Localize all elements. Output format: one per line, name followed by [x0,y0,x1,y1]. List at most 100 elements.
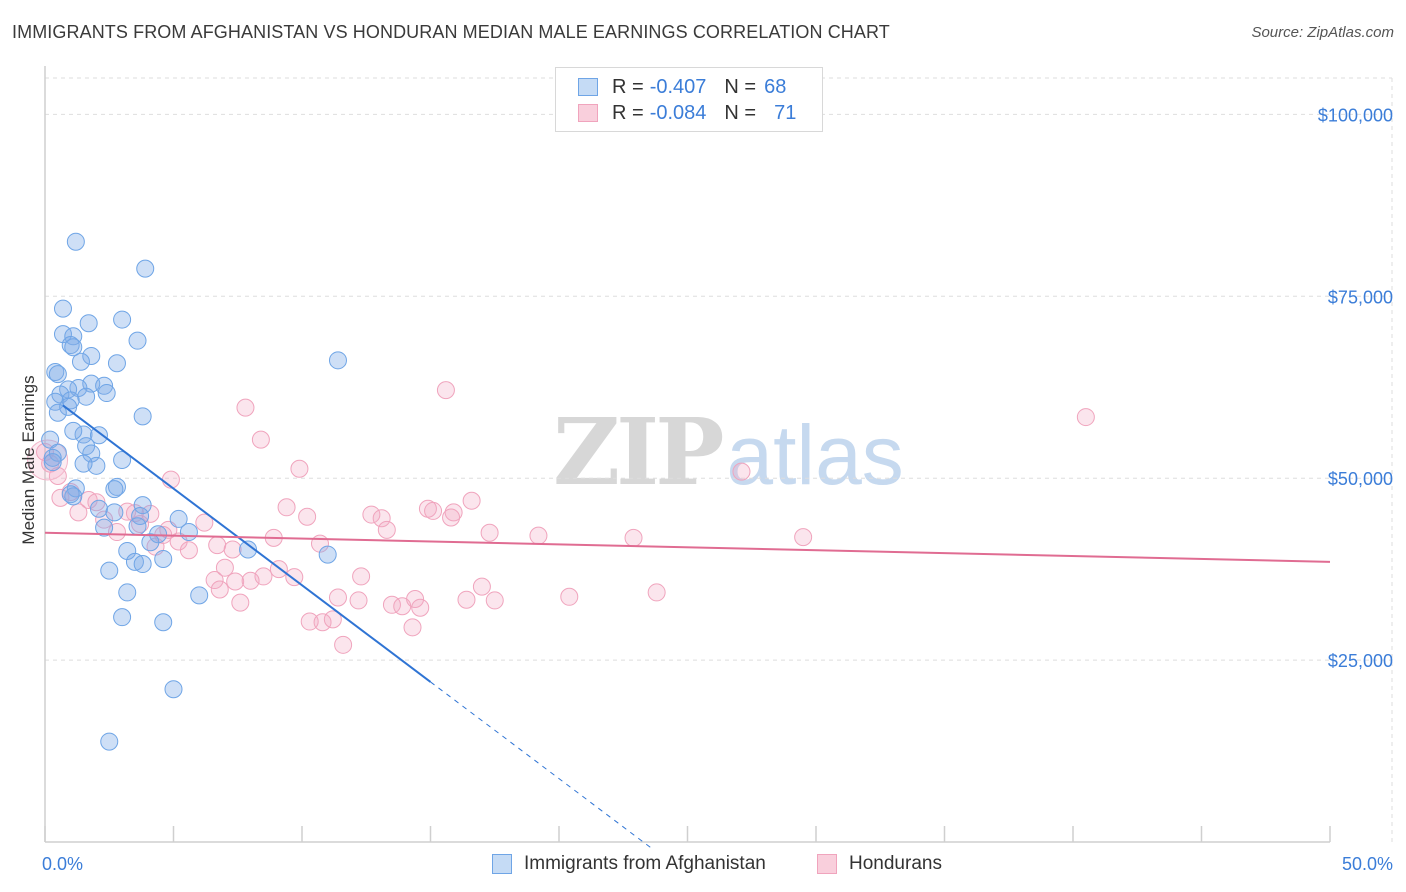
tick-labels: $25,000 $50,000 $75,000 $100,000 0.0% 50.0% Me… [19,105,1393,874]
data-point-afghanistan [133,407,152,426]
data-point-hondurans [436,381,455,400]
data-point-hondurans [69,503,88,522]
data-point-hondurans [179,541,198,560]
data-point-hondurans [560,587,579,606]
data-point-hondurans [254,567,273,586]
data-point-hondurans [624,528,643,547]
data-point-hondurans [349,591,368,610]
data-point-hondurans [377,520,396,539]
data-point-hondurans [794,528,813,547]
data-point-hondurans [472,577,491,596]
data-point-hondurans [480,523,499,542]
legend-n-value: 68 [764,75,787,98]
data-point-hondurans [485,591,504,610]
data-point-hondurans [442,508,461,527]
legend-r-value: -0.407 [649,75,707,98]
data-point-afghanistan [79,314,98,333]
data-point-afghanistan [105,480,124,499]
data-point-hondurans [462,491,481,510]
data-point-hondurans [647,583,666,602]
watermark: ZIPatlas [553,398,904,506]
data-point-afghanistan [61,485,80,504]
data-point-hondurans [732,462,751,481]
data-point-hondurans [328,588,347,607]
data-point-afghanistan [43,453,62,472]
data-point-hondurans [529,526,548,545]
data-point-afghanistan [133,496,152,515]
trend-line-hondurans [44,531,1331,563]
data-point-hondurans [334,635,353,654]
data-point-hondurans [277,498,296,517]
data-point-hondurans [323,610,342,629]
data-point-afghanistan [169,509,188,528]
trend-line-afghanistan-extension [430,681,655,851]
legend-swatch-blue [578,78,598,96]
data-point-afghanistan [179,523,198,542]
data-point-afghanistan [59,397,78,416]
data-point-afghanistan [154,613,173,632]
bottom-legend-label: Immigrants from Afghanistan [524,853,766,874]
axes [44,66,1331,843]
data-point-hondurans [236,398,255,417]
data-point-afghanistan [66,232,85,251]
legend-row-hondurans: R = -0.084 N = 71 [578,101,796,125]
legend-swatch-pink [578,104,598,122]
data-point-afghanistan [64,487,83,506]
data-point-hondurans [411,598,430,617]
data-point-afghanistan [113,451,132,469]
data-point-hondurans [210,580,229,599]
data-point-afghanistan [113,310,132,329]
data-point-afghanistan [128,517,147,536]
data-point-hondurans [444,503,463,522]
series-hondurans-points [27,381,1095,654]
data-point-hondurans [251,430,270,449]
data-point-hondurans [424,501,443,520]
data-point-afghanistan [318,545,337,564]
data-point-afghanistan [136,259,155,278]
bottom-legend-swatch-pink [817,854,837,874]
data-point-afghanistan [89,426,108,445]
series-afghanistan-points [41,232,347,751]
data-point-afghanistan [113,608,132,627]
data-point-afghanistan [95,518,114,537]
y-tick-label: $25,000 [1328,651,1393,671]
legend-r-label: R = [612,101,644,124]
source-label: Source: ZipAtlas.com [1251,24,1394,41]
data-point-hondurans [208,536,227,555]
data-point-afghanistan [48,365,67,384]
y-axis-label: Median Male Earnings [19,375,38,544]
data-point-hondurans [223,540,242,559]
data-point-afghanistan [105,503,124,522]
data-point-afghanistan [77,387,96,406]
data-point-afghanistan [71,352,90,371]
data-point-afghanistan [100,561,119,580]
data-point-afghanistan [61,336,80,355]
data-point-hondurans [372,509,391,528]
data-point-afghanistan [46,362,65,381]
correlation-legend: R = -0.407 N = 68 R = -0.084 N = 71 [555,67,823,132]
data-point-hondurans [298,507,317,526]
data-point-afghanistan [190,586,209,605]
data-point-afghanistan [53,299,72,318]
data-point-afghanistan [118,583,137,602]
data-point-afghanistan [43,448,62,467]
bottom-legend-label: Hondurans [849,853,942,874]
data-point-hondurans [352,567,371,586]
data-point-afghanistan [48,443,67,462]
data-point-hondurans [205,571,224,590]
bottom-legend-swatch-blue [492,854,512,874]
data-point-afghanistan [164,680,183,699]
data-point-afghanistan [107,477,126,496]
data-point-afghanistan [89,499,108,518]
data-point-afghanistan [64,421,83,440]
y-tick-label: $50,000 [1328,469,1393,489]
trend-line-afghanistan [62,404,432,683]
data-point-afghanistan [131,507,150,526]
data-point-afghanistan [48,403,67,422]
data-point-hondurans [51,488,70,507]
watermark-zip: ZIP [553,398,724,506]
trend-lines [44,404,1331,851]
legend-r-value: -0.084 [649,101,707,124]
chart-title: IMMIGRANTS FROM AFGHANISTAN VS HONDURAN … [12,22,890,42]
